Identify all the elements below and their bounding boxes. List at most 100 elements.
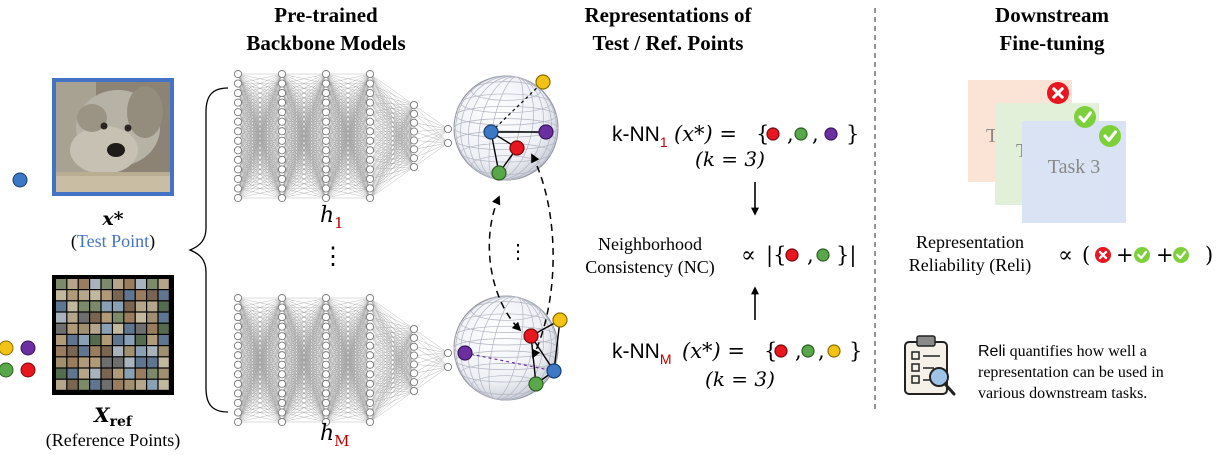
nn-neuron (233, 360, 243, 369)
ref-thumbnail (147, 368, 158, 379)
nn-neuron (277, 303, 287, 312)
svg-text:,: , (812, 122, 819, 146)
ref-marker-yellow (0, 340, 14, 356)
ref-thumbnail (78, 312, 89, 323)
nn-neuron (321, 174, 331, 183)
nn-neuron (321, 370, 331, 379)
ref-thumbnail (113, 279, 124, 289)
ref-thumbnail (67, 301, 78, 312)
test-image (52, 78, 174, 196)
ref-thumbnail (158, 312, 169, 323)
nn-neuron (321, 146, 331, 155)
nn-neuron (277, 69, 287, 79)
ref-marker-purple (20, 340, 36, 356)
reference-image-grid (52, 275, 174, 395)
svg-text:}: } (849, 339, 862, 363)
ref-thumbnail (158, 357, 169, 368)
ref-thumbnail (124, 335, 135, 345)
red-point (509, 140, 525, 156)
nn-neuron (277, 408, 287, 417)
ref-thumbnail (101, 301, 112, 312)
nn-neuron (233, 332, 243, 341)
nn-neuron (365, 117, 375, 126)
nn-neuron (321, 313, 331, 322)
nn-neuron (277, 341, 287, 350)
ref-thumbnail (78, 301, 89, 312)
ref-thumbnail (158, 290, 169, 301)
nn-neuron (321, 136, 331, 145)
knn-h1-formula: k-NN1 (x*) = { , , } (612, 122, 859, 150)
ref-thumbnail (90, 312, 101, 323)
nn-neuron (233, 379, 243, 388)
blue-point (483, 124, 499, 140)
ref-thumbnail (124, 379, 135, 390)
nn-neuron (409, 162, 419, 172)
nn-neuron (233, 322, 243, 331)
nn-neuron (409, 324, 419, 334)
nn-neuron (233, 293, 243, 303)
ref-thumbnail (78, 357, 89, 368)
nn-neuron (443, 362, 453, 372)
nn-neuron (365, 79, 375, 88)
nn-neuron (233, 303, 243, 312)
ref-thumbnail (147, 346, 158, 357)
ref-thumbnail (56, 312, 67, 323)
reli-proportional: ∝ (1058, 243, 1073, 268)
nn-neuron (277, 165, 287, 174)
ref-thumbnail (147, 323, 158, 334)
nn-neuron (409, 100, 419, 110)
neural-network-hM (233, 293, 453, 427)
yellow-point (535, 74, 551, 90)
check-icon (1134, 247, 1150, 263)
ref-thumbnail (135, 379, 146, 390)
knn-hM-k-note: (k = 3) (705, 367, 775, 391)
ref-thumbnail (113, 357, 124, 368)
ref-thumbnail (135, 279, 146, 289)
nn-neuron (321, 389, 331, 398)
nn-neuron (365, 174, 375, 183)
ref-thumbnail (90, 279, 101, 289)
nn-neuron (443, 124, 453, 134)
ref-thumbnail (56, 301, 67, 312)
nn-neuron (233, 351, 243, 360)
ref-thumbnail (124, 312, 135, 323)
ref-thumbnail (158, 379, 169, 390)
purple-point (457, 345, 473, 361)
ref-thumbnail (101, 279, 112, 289)
ref-thumbnail (113, 312, 124, 323)
nn-neuron (365, 89, 375, 98)
ref-thumbnail (124, 290, 135, 301)
note-line3: various downstream tasks. (978, 385, 1147, 402)
ref-thumbnail (90, 290, 101, 301)
svg-text:,: , (787, 122, 794, 146)
nn-neuron (277, 293, 287, 303)
ref-thumbnail (101, 323, 112, 334)
ref-thumbnail (90, 301, 101, 312)
nn-neuron (233, 108, 243, 117)
ref-thumbnail (135, 346, 146, 357)
ref-thumbnail (67, 323, 78, 334)
nn-neuron (277, 108, 287, 117)
nn-neuron (365, 69, 375, 79)
purple-point (824, 127, 838, 141)
nn-neuron (409, 369, 419, 378)
nn-neuron (443, 138, 453, 148)
nn-neuron (365, 389, 375, 398)
nn-neuron (365, 322, 375, 331)
ref-thumbnail (67, 279, 78, 289)
ref-thumbnail (56, 279, 67, 289)
nn-neuron (277, 379, 287, 388)
ref-thumbnail (90, 368, 101, 379)
ref-thumbnail (147, 301, 158, 312)
green-point (801, 344, 815, 358)
ref-thumbnail (113, 379, 124, 390)
nn-neuron (277, 184, 287, 193)
svg-text:(: ( (1082, 243, 1090, 267)
nn-neuron (365, 379, 375, 388)
ref-thumbnail (158, 279, 169, 289)
ref-thumbnail (124, 346, 135, 357)
nn-neuron (321, 184, 331, 193)
nn-neuron (277, 398, 287, 407)
nn-neuron (277, 155, 287, 164)
nc-label-line2: Consistency (NC) (585, 257, 715, 278)
